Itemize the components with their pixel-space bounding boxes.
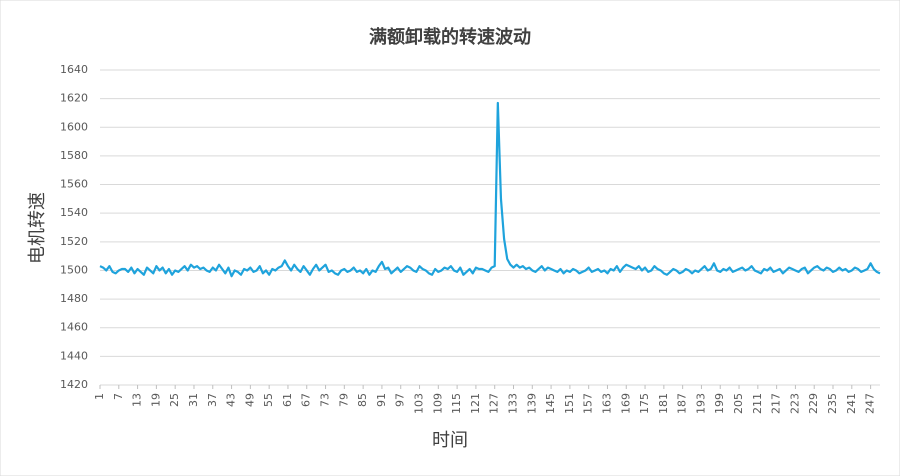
x-tick-label: 235 (826, 393, 839, 414)
y-tick-label: 1460 (60, 321, 88, 334)
x-tick-label: 157 (582, 393, 595, 414)
x-tick-label: 247 (864, 393, 877, 414)
x-tick-label: 1 (93, 393, 106, 400)
x-axis-label: 时间 (432, 430, 468, 451)
x-tick-label: 25 (168, 393, 181, 407)
y-tick-label: 1620 (60, 92, 88, 105)
x-tick-label: 241 (845, 393, 858, 414)
x-tick-label: 199 (713, 393, 726, 414)
y-tick-label: 1440 (60, 349, 88, 362)
x-tick-label: 223 (788, 393, 801, 414)
y-tick-label: 1560 (60, 178, 88, 191)
x-tick-label: 79 (337, 393, 350, 407)
x-tick-label: 67 (300, 393, 313, 407)
x-tick-label: 145 (544, 393, 557, 414)
x-tick-label: 61 (281, 393, 294, 407)
x-tick-label: 121 (469, 393, 482, 414)
x-tick-label: 169 (619, 393, 632, 414)
y-tick-label: 1540 (60, 206, 88, 219)
x-tick-label: 97 (394, 393, 407, 407)
x-tick-label: 103 (413, 393, 426, 414)
y-tick-label: 1500 (60, 263, 88, 276)
y-tick-label: 1420 (60, 378, 88, 391)
y-tick-label: 1480 (60, 292, 88, 305)
x-tick-label: 193 (694, 393, 707, 414)
x-tick-label: 115 (450, 393, 463, 414)
y-tick-label: 1640 (60, 63, 88, 76)
x-tick-label: 43 (225, 393, 238, 407)
x-tick-label: 139 (525, 393, 538, 414)
x-tick-label: 211 (751, 393, 764, 414)
x-tick-label: 31 (187, 393, 200, 407)
x-tick-label: 175 (638, 393, 651, 414)
x-tick-label: 217 (770, 393, 783, 414)
x-tick-label: 19 (149, 393, 162, 407)
x-tick-label: 109 (431, 393, 444, 414)
y-tick-label: 1520 (60, 235, 88, 248)
y-tick-label: 1580 (60, 149, 88, 162)
x-tick-label: 187 (676, 393, 689, 414)
y-tick-label: 1600 (60, 120, 88, 133)
x-tick-label: 181 (657, 393, 670, 414)
x-tick-label: 13 (131, 393, 144, 407)
x-tick-label: 229 (807, 393, 820, 414)
x-tick-label: 85 (356, 393, 369, 407)
x-tick-label: 7 (112, 393, 125, 400)
x-tick-label: 205 (732, 393, 745, 414)
data-line (99, 101, 881, 278)
x-tick-label: 127 (488, 393, 501, 414)
x-tick-label: 49 (243, 393, 256, 407)
chart-title: 满额卸载的转速波动 (369, 26, 531, 48)
y-axis-label: 电机转速 (27, 192, 48, 264)
x-tick-label: 151 (563, 393, 576, 414)
x-tick-label: 73 (319, 393, 332, 407)
x-tick-label: 91 (375, 393, 388, 407)
x-tick-label: 163 (600, 393, 613, 414)
x-tick-label: 133 (506, 393, 519, 414)
x-tick-label: 37 (206, 393, 219, 407)
x-tick-label: 55 (262, 393, 275, 407)
